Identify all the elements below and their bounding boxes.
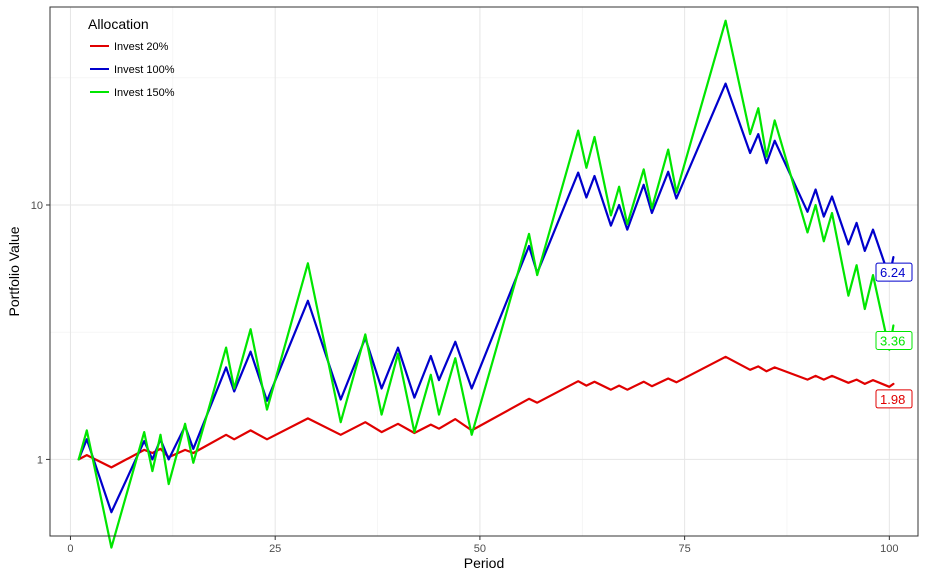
- series-line-1: [77, 355, 895, 469]
- end-label-2: 6.24: [875, 262, 913, 282]
- end-label-text: 6.24: [880, 265, 905, 280]
- legend-label: Invest 20%: [114, 41, 169, 53]
- axis-ticks: 0 25 50 75 100 1 10: [31, 200, 899, 555]
- legend-item: Invest 150%: [90, 87, 175, 99]
- y-tick-label: 10: [31, 200, 43, 212]
- end-label-box: [875, 330, 913, 350]
- series-line-3: [77, 19, 895, 549]
- series-line-2: [77, 82, 895, 514]
- end-label-box: [875, 262, 913, 282]
- legend-label: Invest 150%: [114, 87, 175, 99]
- end-labels: 1.98 6.24 3.36: [875, 262, 913, 409]
- x-tick-label: 0: [67, 543, 73, 555]
- legend-label: Invest 100%: [114, 64, 175, 76]
- end-label-1: 1.98: [875, 389, 913, 409]
- x-tick-label: 100: [880, 543, 898, 555]
- end-label-text: 3.36: [880, 333, 905, 348]
- end-label-text: 1.98: [880, 392, 905, 407]
- y-axis-title: Portfolio Value: [6, 226, 22, 316]
- x-tick-label: 75: [678, 543, 690, 555]
- end-label-3: 3.36: [875, 330, 913, 350]
- x-tick-label: 25: [269, 543, 281, 555]
- end-label-box: [875, 389, 913, 409]
- series-lines: [77, 19, 895, 549]
- plot-border: [49, 6, 919, 537]
- legend: Allocation Invest 20% Invest 100% Invest 1…: [88, 16, 175, 99]
- legend-item: Invest 100%: [90, 64, 175, 76]
- legend-title: Allocation: [88, 16, 149, 32]
- legend-item: Invest 20%: [90, 41, 169, 53]
- x-tick-label: 50: [474, 543, 486, 555]
- y-tick-label: 1: [37, 454, 43, 466]
- x-axis-title: Period: [464, 555, 504, 571]
